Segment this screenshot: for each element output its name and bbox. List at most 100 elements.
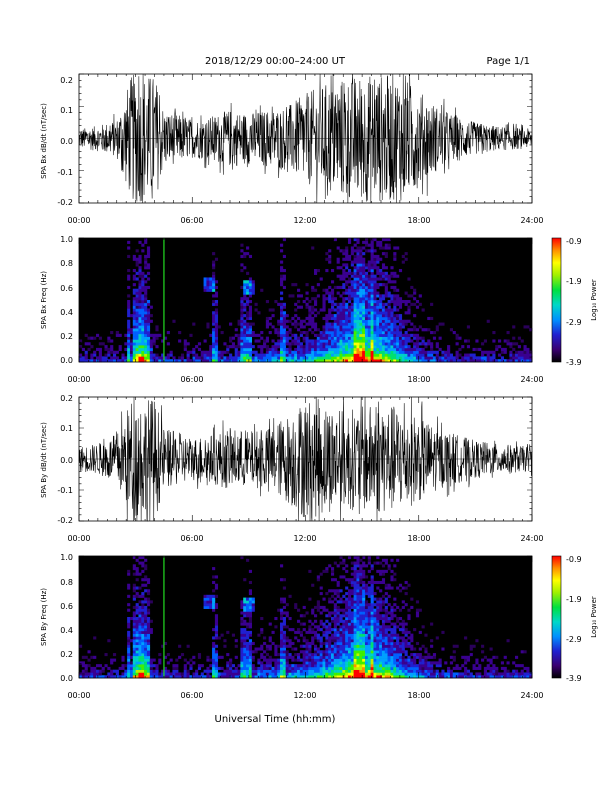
spectrogram-cell: [226, 664, 230, 668]
spectrogram-cell: [132, 617, 136, 621]
spectrogram-cell: [424, 661, 428, 665]
spectrogram-cell: [223, 675, 227, 679]
spectrogram-cell: [180, 675, 185, 679]
spectrogram-cell: [328, 600, 332, 604]
spectrogram-cell: [404, 333, 408, 337]
spectrogram-cell: [390, 331, 394, 335]
spectrogram-cell: [390, 578, 394, 582]
colorbar-top-gradient: [551, 237, 562, 363]
spectrogram-cell: [248, 359, 253, 363]
spectrogram-cell: [373, 305, 377, 309]
spectrogram-cell: [350, 252, 354, 256]
spectrogram-cell: [381, 600, 386, 604]
spectrogram-cell: [254, 672, 258, 676]
colorbar-tick-label: -3.9: [566, 674, 582, 683]
spectrogram-cell: [192, 356, 196, 360]
spectrogram-cell: [396, 644, 400, 648]
spectrogram-cell: [356, 594, 360, 598]
spectrogram-cell: [144, 336, 148, 340]
spectrogram-cell: [282, 617, 286, 621]
spectrogram-cell: [336, 314, 340, 318]
spectrogram-cell: [396, 314, 400, 318]
spectrogram-cell: [294, 347, 298, 352]
spectrogram-cell: [373, 316, 377, 321]
spectrogram-cell: [415, 342, 420, 346]
spectrogram-cell: [396, 347, 400, 352]
colorbar-bottom-gradient: [551, 555, 562, 679]
spectrogram-cell: [288, 347, 292, 352]
spectrogram-cell: [282, 356, 286, 360]
spectrogram-cell: [461, 359, 465, 363]
spectrogram-cell: [398, 345, 403, 349]
spectrogram-cell: [127, 625, 131, 629]
spectrogram-cell: [280, 274, 284, 278]
spectrogram-cell: [135, 257, 139, 261]
spectrogram-cell: [322, 305, 326, 309]
spectrogram-cell: [149, 672, 153, 676]
spectrogram-cell: [328, 249, 332, 253]
spectrogram-cell: [333, 333, 337, 337]
spectrogram-cell: [260, 359, 264, 363]
spectrogram-cell: [206, 655, 210, 659]
spectrogram-cell: [246, 611, 250, 615]
spectrogram-cell: [146, 647, 151, 651]
spectrogram-cell: [336, 594, 340, 598]
spectrogram-cell: [146, 347, 151, 352]
spectrogram-cell: [342, 359, 346, 363]
spectrogram-cell: [274, 356, 278, 360]
spectrogram-cell: [393, 257, 397, 261]
spectrogram-cell: [135, 644, 139, 648]
spectrogram-cell: [430, 661, 434, 665]
spectrogram-cell: [325, 650, 329, 654]
spectrogram-cell: [370, 614, 374, 618]
spectrogram-cell: [138, 625, 142, 629]
spectrogram-cell: [217, 655, 221, 659]
spectrogram-cell: [424, 669, 428, 673]
spectrogram-cell: [387, 311, 391, 315]
spectrogram-cell: [381, 263, 386, 267]
spectrogram-cell: [339, 617, 343, 621]
spectrogram-cell: [413, 314, 417, 318]
spectrogram-cell: [359, 336, 363, 340]
spectrogram-cell: [367, 322, 371, 326]
spectrogram-cell: [285, 644, 289, 648]
spectrogram-cell: [138, 325, 142, 329]
spectrogram-cell: [330, 578, 335, 582]
spectrogram-cell: [486, 319, 490, 323]
spectrogram-cell: [107, 666, 111, 670]
spectrogram-cell: [413, 336, 417, 340]
spectrogram-cell: [455, 353, 459, 357]
spectrogram-cell: [240, 322, 244, 326]
spectrogram-cell: [373, 254, 377, 259]
spectrogram-cell: [313, 664, 318, 668]
spectrogram-cell: [336, 331, 340, 335]
spectrogram-cell: [135, 331, 139, 335]
spectrogram-cell: [214, 359, 219, 363]
spectrogram-cell: [413, 345, 417, 349]
spectrogram-cell: [257, 345, 261, 349]
spectrogram-cell: [84, 342, 88, 346]
spectrogram-cell: [503, 655, 507, 659]
spectrogram-cell: [138, 297, 142, 301]
spectrogram-cell: [135, 622, 139, 626]
spectrogram-cell: [189, 666, 193, 670]
spectrogram-cell: [246, 311, 250, 315]
spectrogram-cell: [135, 263, 139, 267]
spectrogram-cell: [339, 636, 343, 640]
spectrogram-cell: [302, 614, 306, 618]
spectrogram-cell: [401, 325, 405, 329]
spectrogram-cell: [268, 622, 272, 626]
spectrogram-cell: [492, 675, 496, 679]
spectrogram-cell: [132, 639, 136, 643]
spectrogram-cell: [447, 669, 451, 673]
spectrogram-cell: [237, 664, 241, 668]
spectrogram-cell: [135, 311, 139, 315]
spectrogram-cell: [144, 605, 148, 609]
spectrogram-cell: [410, 294, 414, 298]
spectrogram-cell: [393, 308, 397, 312]
spectrogram-cell: [396, 586, 400, 590]
spectrogram-cell: [367, 305, 371, 309]
spectrogram-cell: [169, 353, 173, 357]
spectrogram-cell: [271, 630, 275, 634]
spectrogram-cell: [356, 252, 360, 256]
